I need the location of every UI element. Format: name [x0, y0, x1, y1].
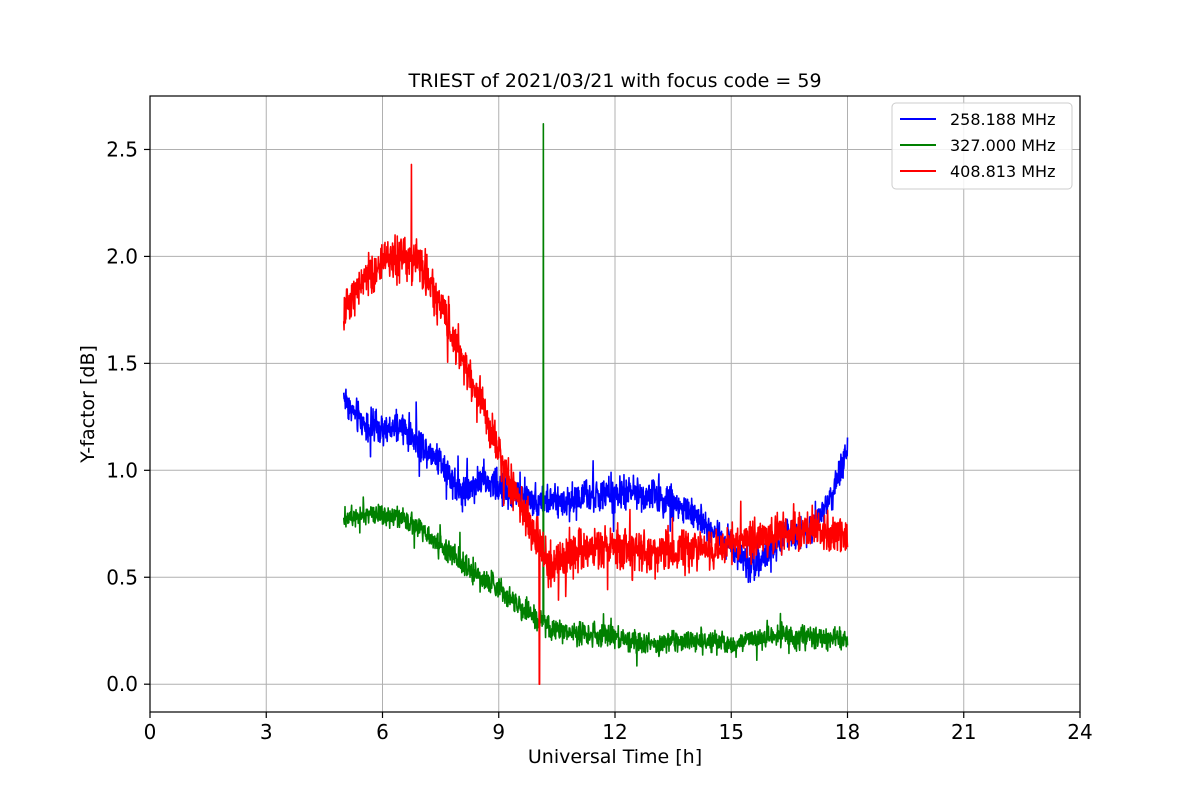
legend-entry-1: 327.000 MHz: [950, 136, 1055, 155]
ticks: 0 3 6 9 12 15 18 21 24 0.0 0.5 1.0 1.5 2.0 2.5: [106, 137, 1093, 744]
y-tick-label: 1.0: [106, 458, 138, 482]
x-axis-label: Universal Time [h]: [528, 746, 702, 768]
series-group: [342, 123, 849, 685]
y-tick-label: 0.0: [106, 672, 138, 696]
series-line-0: [342, 388, 849, 584]
series-line-1: [342, 123, 849, 667]
x-tick-label: 9: [492, 720, 505, 744]
y-tick-label: 2.0: [106, 244, 138, 268]
series-line-2: [342, 163, 849, 685]
legend: 258.188 MHz 327.000 MHz 408.813 MHz: [891, 102, 1073, 190]
y-tick-label: 0.5: [106, 565, 138, 589]
y-tick-label: 1.5: [106, 351, 138, 375]
y-axis-label: Y-factor [dB]: [77, 345, 99, 464]
x-tick-label: 18: [835, 720, 860, 744]
legend-box: [891, 102, 1073, 190]
y-tick-label: 2.5: [106, 137, 138, 161]
x-tick-label: 0: [144, 720, 157, 744]
x-tick-label: 3: [260, 720, 273, 744]
legend-entry-2: 408.813 MHz: [950, 162, 1055, 181]
legend-entry-0: 258.188 MHz: [950, 110, 1055, 129]
x-tick-label: 21: [951, 720, 976, 744]
x-tick-label: 12: [602, 720, 627, 744]
x-tick-label: 15: [719, 720, 744, 744]
x-tick-label: 24: [1067, 720, 1092, 744]
chart-title: TRIEST of 2021/03/21 with focus code = 5…: [407, 70, 821, 92]
x-tick-label: 6: [376, 720, 389, 744]
